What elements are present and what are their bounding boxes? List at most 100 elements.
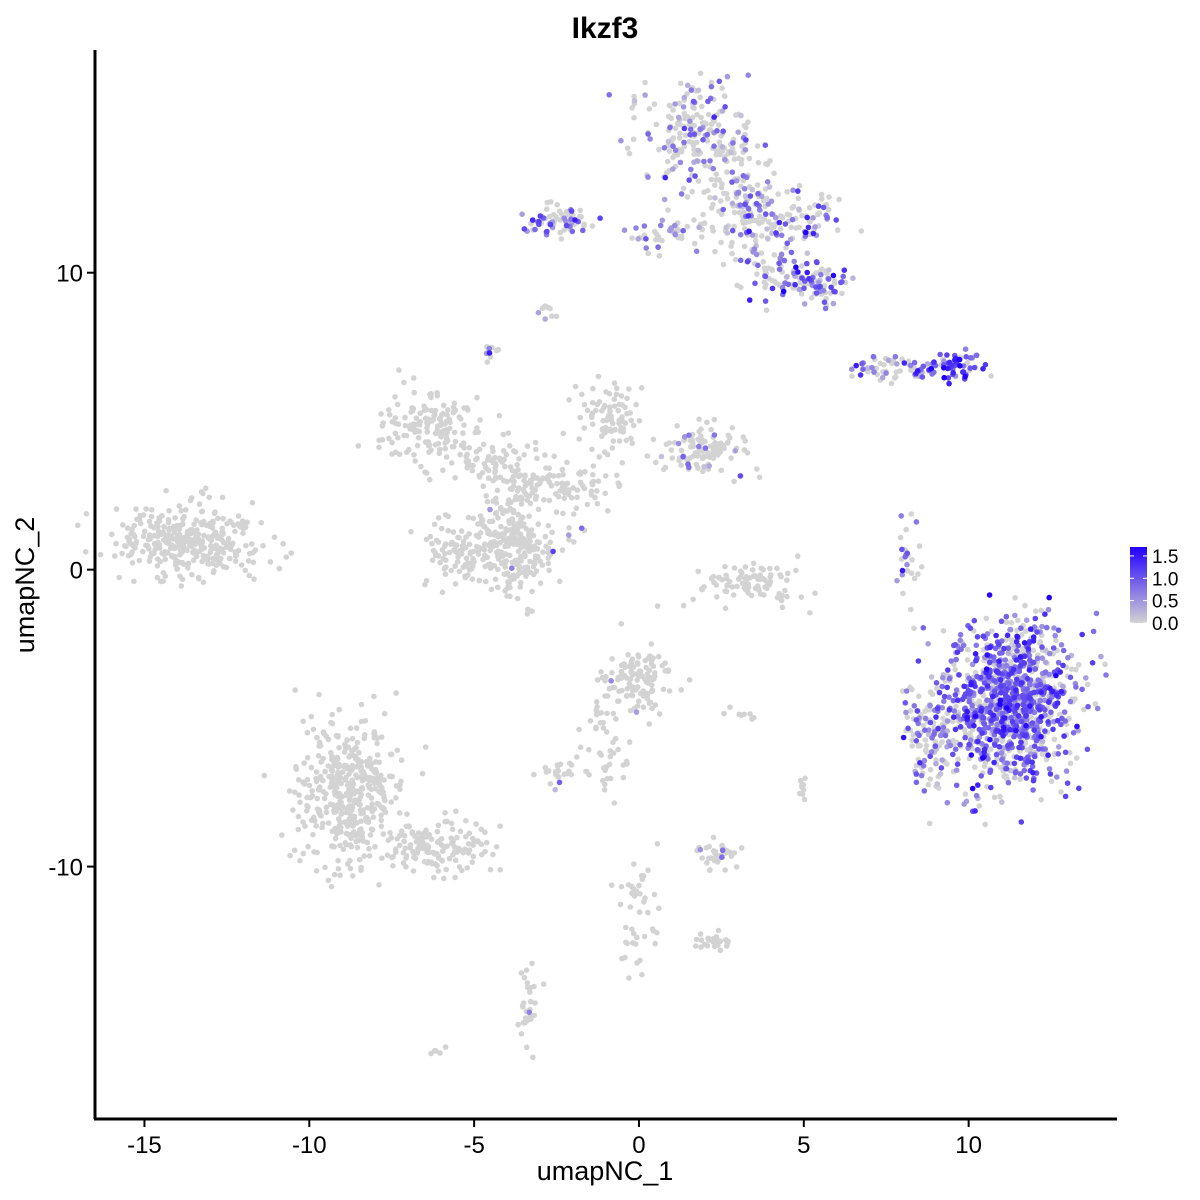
- cell-point: [647, 136, 653, 142]
- cell-point: [831, 280, 838, 287]
- cell-point: [403, 864, 409, 870]
- cell-point: [308, 764, 315, 771]
- cell-point: [147, 534, 153, 541]
- cell-point: [435, 868, 442, 874]
- cell-point: [751, 246, 758, 252]
- cell-point: [328, 883, 335, 890]
- cell-point: [688, 87, 695, 93]
- cell-point: [665, 207, 671, 213]
- cell-point: [839, 290, 845, 297]
- cell-point: [830, 300, 837, 307]
- cell-point: [553, 313, 560, 320]
- cell-point: [479, 546, 486, 552]
- cell-point: [931, 359, 937, 365]
- cell-point: [178, 547, 184, 554]
- cell-point: [993, 632, 999, 639]
- cell-point: [651, 101, 658, 107]
- cell-point: [825, 276, 832, 282]
- cell-point: [980, 633, 987, 639]
- cell-point: [1061, 709, 1068, 715]
- x-tick-label: -5: [463, 1132, 484, 1159]
- cell-point: [804, 214, 810, 221]
- cell-point: [1026, 667, 1033, 673]
- cell-point: [1038, 714, 1044, 720]
- cell-point: [626, 386, 632, 392]
- cell-point: [347, 811, 354, 817]
- cell-point: [310, 831, 316, 838]
- cell-point: [614, 385, 620, 392]
- cell-point: [447, 419, 453, 426]
- cell-point: [746, 575, 753, 581]
- cell-point: [438, 434, 444, 440]
- cell-point: [625, 652, 631, 658]
- cell-point: [1063, 768, 1070, 774]
- cell-point: [518, 970, 525, 976]
- cell-point: [470, 515, 477, 522]
- cell-point: [366, 846, 372, 852]
- cell-point: [446, 549, 453, 556]
- cell-point: [432, 1047, 438, 1054]
- cell-point: [769, 230, 775, 237]
- cell-point: [1076, 785, 1082, 792]
- cell-point: [736, 155, 742, 162]
- cell-point: [678, 462, 684, 469]
- cell-point: [313, 775, 319, 782]
- cell-point: [173, 558, 179, 564]
- cell-point: [435, 822, 442, 829]
- cell-point: [1018, 718, 1025, 725]
- cell-point: [509, 575, 516, 582]
- cell-point: [536, 218, 542, 225]
- cell-point: [161, 551, 167, 558]
- cell-point: [724, 169, 730, 175]
- cell-point: [984, 631, 991, 637]
- cell-point: [518, 516, 524, 523]
- cell-point: [329, 720, 336, 727]
- cell-point: [424, 429, 431, 435]
- cell-point: [639, 673, 645, 679]
- cell-point: [516, 563, 523, 570]
- cell-point: [672, 125, 679, 132]
- cell-point: [764, 226, 770, 232]
- cell-point: [344, 861, 351, 867]
- cell-point: [308, 713, 315, 720]
- cell-point: [561, 490, 568, 496]
- cell-point: [514, 595, 521, 602]
- cell-point: [960, 642, 967, 649]
- cell-point: [625, 882, 632, 888]
- cell-point: [320, 788, 326, 795]
- cell-point: [371, 731, 378, 737]
- cell-point: [928, 674, 935, 680]
- cell-point: [401, 838, 407, 845]
- cell-point: [502, 463, 508, 470]
- cell-point: [629, 440, 636, 447]
- cell-point: [954, 649, 961, 655]
- cell-point: [680, 104, 687, 110]
- cell-point: [723, 191, 730, 197]
- cell-point: [314, 734, 320, 741]
- cell-point: [1039, 644, 1045, 650]
- cell-point: [1062, 749, 1069, 756]
- cell-point: [380, 831, 387, 837]
- cell-point: [667, 124, 673, 131]
- cell-point: [219, 494, 226, 501]
- cell-point: [774, 594, 781, 601]
- cell-point: [495, 566, 501, 573]
- cell-point: [471, 839, 477, 845]
- cell-point: [433, 850, 440, 857]
- cell-point: [1036, 746, 1042, 752]
- cell-point: [398, 828, 405, 834]
- cell-point: [356, 856, 363, 863]
- cell-point: [773, 214, 779, 221]
- cell-point: [219, 537, 225, 544]
- cell-point: [560, 471, 566, 478]
- cell-point: [1060, 683, 1066, 690]
- cell-point: [589, 446, 595, 453]
- cell-point: [293, 763, 299, 770]
- cell-point: [984, 697, 990, 703]
- cell-point: [179, 521, 186, 528]
- cell-point: [911, 359, 918, 366]
- cell-point: [740, 173, 747, 179]
- cell-point: [756, 213, 763, 220]
- cell-point: [570, 511, 577, 517]
- cell-point: [424, 425, 430, 431]
